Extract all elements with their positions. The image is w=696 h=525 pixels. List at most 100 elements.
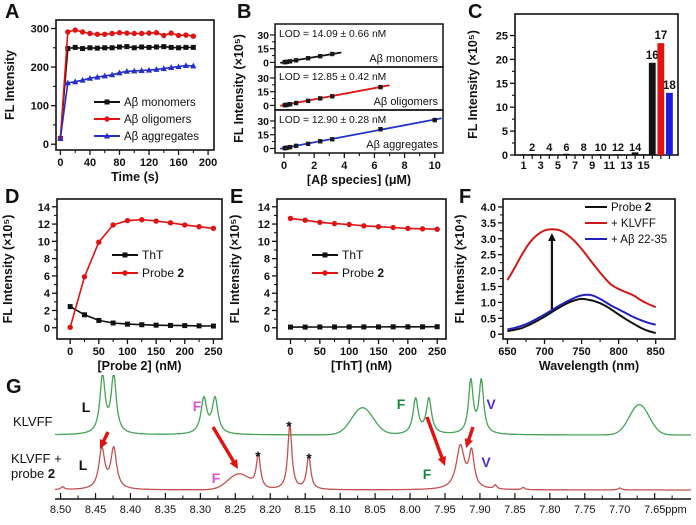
svg-text:FL Intensity (×10⁵): FL Intensity (×10⁵) xyxy=(466,30,480,139)
svg-text:5: 5 xyxy=(502,126,508,138)
svg-text:FL Intensity: FL Intensity xyxy=(3,50,17,120)
panel-a-letter: A xyxy=(5,1,20,23)
panel-f-letter: F xyxy=(459,186,472,208)
svg-text:LOD = 12.90 ± 0.28 nM: LOD = 12.90 ± 0.28 nM xyxy=(279,115,386,126)
trace-label-row2-line2: probe xyxy=(11,466,48,481)
svg-text:6: 6 xyxy=(563,142,569,154)
svg-text:15: 15 xyxy=(638,160,650,172)
svg-text:3.5: 3.5 xyxy=(481,218,496,230)
svg-text:Aβ oligomers: Aβ oligomers xyxy=(374,96,439,108)
svg-text:5: 5 xyxy=(555,160,561,172)
svg-text:ppm: ppm xyxy=(665,504,686,516)
svg-text:0.5: 0.5 xyxy=(481,313,496,325)
svg-text:Aβ oligomers: Aβ oligomers xyxy=(124,114,192,126)
svg-text:2: 2 xyxy=(44,305,50,317)
svg-text:Probe 2: Probe 2 xyxy=(142,266,184,280)
panel-g-letter: G xyxy=(6,376,22,398)
svg-text:0: 0 xyxy=(490,329,496,341)
panel-e-letter: E xyxy=(230,186,244,208)
svg-text:F: F xyxy=(212,470,221,486)
svg-text:6: 6 xyxy=(264,271,270,283)
panel-c-chart: 0510152025123456789101112131415161718FL … xyxy=(466,13,679,172)
svg-text:0: 0 xyxy=(263,100,269,112)
svg-text:17: 17 xyxy=(654,30,667,42)
svg-text:Aβ aggregates: Aβ aggregates xyxy=(366,139,438,151)
svg-text:7.90: 7.90 xyxy=(469,504,490,516)
svg-text:0: 0 xyxy=(264,323,270,335)
svg-text:50: 50 xyxy=(93,346,105,358)
svg-text:0: 0 xyxy=(43,139,49,151)
svg-text:1.0: 1.0 xyxy=(481,297,496,309)
svg-text:L: L xyxy=(79,457,88,473)
trace-label-klvff-text: KLVFF xyxy=(13,414,53,429)
svg-text:4: 4 xyxy=(264,288,271,300)
svg-text:[ThT] (nM): [ThT] (nM) xyxy=(331,359,392,373)
svg-text:15: 15 xyxy=(496,78,508,90)
svg-text:7: 7 xyxy=(572,160,578,172)
svg-text:16: 16 xyxy=(646,50,659,62)
svg-text:850: 850 xyxy=(647,346,665,358)
svg-text:10: 10 xyxy=(595,142,607,154)
svg-text:11: 11 xyxy=(604,160,616,172)
svg-text:Time (s): Time (s) xyxy=(111,170,159,184)
panel-b-letter: B xyxy=(237,1,252,23)
svg-text:15: 15 xyxy=(257,87,269,99)
svg-text:4: 4 xyxy=(341,160,348,172)
svg-text:*: * xyxy=(306,450,312,466)
svg-text:14: 14 xyxy=(629,142,642,154)
svg-text:0: 0 xyxy=(263,57,269,69)
svg-text:Aβ monomers: Aβ monomers xyxy=(124,97,196,109)
svg-text:160: 160 xyxy=(169,157,187,169)
svg-text:200: 200 xyxy=(199,157,217,169)
svg-text:8.30: 8.30 xyxy=(190,504,211,516)
svg-text:0: 0 xyxy=(281,160,287,172)
svg-text:0: 0 xyxy=(502,150,508,162)
svg-text:150: 150 xyxy=(147,346,165,358)
svg-text:100: 100 xyxy=(118,346,136,358)
svg-text:8: 8 xyxy=(581,142,587,154)
panel-d-chart: 0 50 100 150 200 250 0 2 4 6 8 10 12 14 [Probe 2] (nM)… xyxy=(1,198,223,373)
svg-text:6: 6 xyxy=(371,160,377,172)
svg-text:80: 80 xyxy=(113,157,125,169)
svg-text:4: 4 xyxy=(44,288,51,300)
svg-text:10: 10 xyxy=(258,236,270,248)
svg-text:FL Intensity (×10⁵): FL Intensity (×10⁵) xyxy=(228,215,242,324)
svg-text:FL Intensity (×10⁵): FL Intensity (×10⁵) xyxy=(1,215,15,324)
svg-text:30: 30 xyxy=(257,116,269,128)
svg-text:120: 120 xyxy=(140,157,158,169)
svg-text:*: * xyxy=(255,448,261,464)
svg-text:2: 2 xyxy=(311,160,317,172)
svg-text:2.5: 2.5 xyxy=(481,250,496,262)
svg-text:650: 650 xyxy=(498,346,516,358)
panel-c-letter: C xyxy=(468,1,483,23)
svg-text:ThT: ThT xyxy=(342,248,364,262)
svg-text:0: 0 xyxy=(263,143,269,155)
svg-text:2.0: 2.0 xyxy=(481,266,496,278)
svg-text:[Aβ species] (μM): [Aβ species] (μM) xyxy=(307,173,411,186)
svg-text:8: 8 xyxy=(44,254,50,266)
svg-text:2: 2 xyxy=(264,305,270,317)
svg-text:25: 25 xyxy=(496,31,508,43)
svg-text:7.65: 7.65 xyxy=(644,504,665,516)
svg-text:8.35: 8.35 xyxy=(155,504,176,516)
svg-text:ThT: ThT xyxy=(142,248,164,262)
svg-text:30: 30 xyxy=(257,73,269,85)
trace-label-klvff: KLVFF xyxy=(13,414,53,429)
svg-text:10: 10 xyxy=(496,102,508,114)
svg-text:8: 8 xyxy=(264,254,270,266)
svg-text:8.45: 8.45 xyxy=(85,504,106,516)
svg-text:150: 150 xyxy=(369,346,387,358)
svg-text:100: 100 xyxy=(340,346,358,358)
svg-text:250: 250 xyxy=(428,346,446,358)
svg-text:FL Intensity (×10⁵): FL Intensity (×10⁵) xyxy=(232,34,246,143)
svg-text:4.0: 4.0 xyxy=(481,202,496,214)
trace-label-row2-line1: KLVFF + xyxy=(11,451,62,466)
svg-text:*: * xyxy=(286,418,292,434)
svg-text:0: 0 xyxy=(287,346,293,358)
svg-text:Probe 2: Probe 2 xyxy=(611,202,651,214)
panel-e-chart: 0 50 100 150 200 250 0 2 4 6 8 10 12 14 [ThT] (nM) FL I… xyxy=(228,198,447,373)
panel-f-chart: 650 700 750 800 850 0 0.5 1.0 1.5 2.0 2.5 3.0 3.5 4.0… xyxy=(453,198,676,373)
svg-text:Aβ aggregates: Aβ aggregates xyxy=(124,131,199,143)
svg-text:750: 750 xyxy=(572,346,590,358)
